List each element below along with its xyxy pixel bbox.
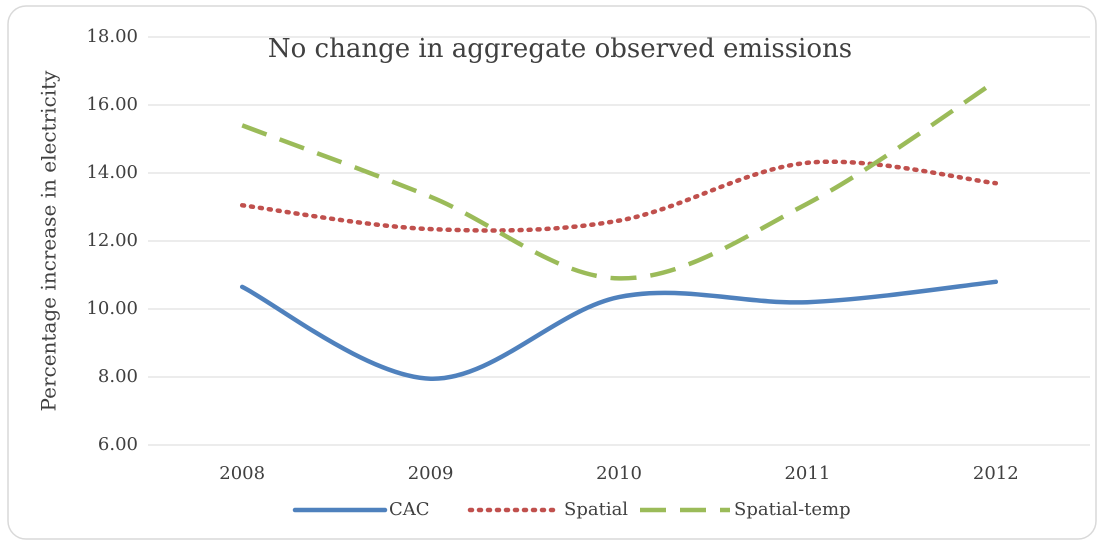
x-tick-label: 2012 xyxy=(973,463,1019,484)
series-line xyxy=(241,79,998,281)
x-tick-label: 2008 xyxy=(219,463,265,484)
y-tick-label: 6.00 xyxy=(98,434,138,455)
x-tick-label: 2011 xyxy=(784,463,830,484)
series-line xyxy=(239,159,999,233)
chart-title: No change in aggregate observed emission… xyxy=(268,34,852,64)
x-tick-label: 2009 xyxy=(408,463,454,484)
legend-label: Spatial xyxy=(564,499,628,520)
y-axis-label: Percentage increase in electricity xyxy=(37,70,61,412)
y-tick-label: 12.00 xyxy=(86,230,138,251)
y-tick-label: 18.00 xyxy=(86,26,138,47)
legend-label: Spatial-temp xyxy=(734,499,851,520)
y-tick-label: 8.00 xyxy=(98,366,138,387)
chart-frame xyxy=(7,5,1097,540)
y-tick-label: 14.00 xyxy=(86,162,138,183)
legend-label: CAC xyxy=(389,499,430,520)
x-tick-label: 2010 xyxy=(596,463,642,484)
series-line xyxy=(239,279,999,381)
y-tick-label: 16.00 xyxy=(86,94,138,115)
y-tick-label: 10.00 xyxy=(86,298,138,319)
